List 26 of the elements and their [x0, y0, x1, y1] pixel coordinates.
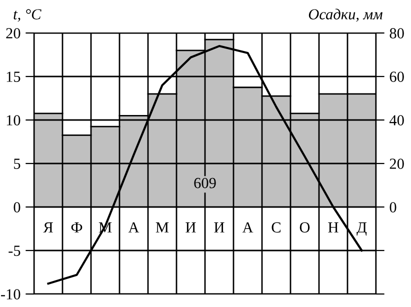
y-tick-label: 5: [14, 158, 20, 169]
x-tick-label: А: [128, 222, 140, 232]
y2-tick-label: 80: [390, 28, 404, 38]
y2-axis-title: Осадки, мм: [308, 8, 382, 22]
x-tick-label: М: [156, 222, 169, 232]
x-tick-label: Я: [43, 222, 53, 232]
y2-tick-label: 0: [390, 202, 396, 212]
x-tick-label: И: [214, 222, 224, 232]
y-tick-label: 15: [6, 72, 20, 82]
y-tick-label: -5: [8, 246, 20, 256]
y2-tick-label: 60: [390, 72, 404, 82]
x-tick-label: А: [242, 222, 254, 232]
x-tick-label: Н: [328, 222, 338, 232]
y-axis-title: t, °C: [14, 9, 42, 22]
y-tick-label: 0: [14, 202, 20, 212]
y2-tick-label: 20: [390, 158, 404, 169]
x-tick-label: Ф: [71, 222, 82, 232]
x-tick-label: Д: [356, 222, 367, 236]
annotation: 609: [194, 178, 216, 188]
x-tick-label: И: [186, 222, 196, 232]
x-tick-label: О: [300, 222, 310, 233]
y-tick-label: 20: [6, 28, 20, 38]
y-tick-label: -10: [1, 289, 20, 300]
y-tick-label: 10: [6, 115, 20, 126]
x-tick-label: С: [272, 222, 281, 233]
y2-tick-label: 40: [389, 115, 404, 126]
